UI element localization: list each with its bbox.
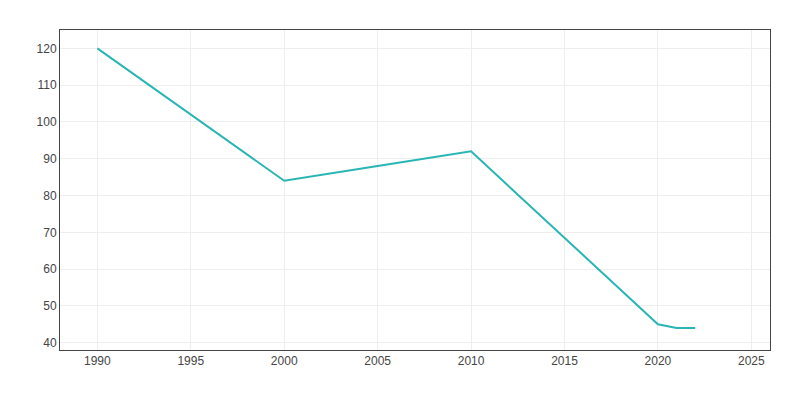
svg-text:120: 120 (37, 42, 57, 56)
svg-text:80: 80 (43, 189, 57, 203)
svg-text:50: 50 (43, 299, 57, 313)
svg-text:2020: 2020 (645, 354, 672, 368)
svg-text:100: 100 (37, 115, 57, 129)
svg-text:1990: 1990 (84, 354, 111, 368)
svg-text:60: 60 (43, 262, 57, 276)
svg-text:2015: 2015 (551, 354, 578, 368)
svg-text:2005: 2005 (364, 354, 391, 368)
svg-text:110: 110 (37, 78, 56, 92)
svg-text:2000: 2000 (271, 354, 298, 368)
svg-text:40: 40 (43, 336, 57, 350)
svg-text:90: 90 (43, 152, 57, 166)
svg-text:70: 70 (43, 226, 57, 240)
svg-text:1995: 1995 (177, 354, 204, 368)
svg-text:2025: 2025 (738, 354, 765, 368)
svg-text:2010: 2010 (458, 354, 485, 368)
